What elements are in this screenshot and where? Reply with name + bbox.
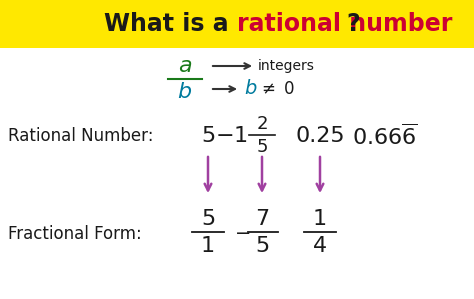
Text: ?: ? — [346, 12, 360, 36]
Text: $\neq$ 0: $\neq$ 0 — [258, 80, 295, 98]
Text: Rational Number:: Rational Number: — [8, 127, 154, 145]
Text: 1: 1 — [201, 236, 215, 256]
Text: $\mathit{b}$: $\mathit{b}$ — [244, 80, 257, 98]
Text: 5: 5 — [201, 209, 215, 229]
Text: 0.66$\overline{6}$: 0.66$\overline{6}$ — [352, 123, 418, 149]
Text: integers: integers — [258, 59, 315, 73]
Text: 1: 1 — [313, 209, 327, 229]
Text: 0.25: 0.25 — [295, 126, 345, 146]
Text: rational number: rational number — [237, 12, 452, 36]
Text: What is a: What is a — [104, 12, 237, 36]
Text: $-$: $-$ — [234, 222, 250, 242]
Text: 5: 5 — [255, 236, 269, 256]
Text: 5: 5 — [256, 138, 268, 156]
Text: 4: 4 — [313, 236, 327, 256]
Text: $\mathit{a}$: $\mathit{a}$ — [178, 56, 192, 76]
Text: 7: 7 — [255, 209, 269, 229]
Text: $-1$: $-1$ — [215, 126, 248, 146]
Text: $\mathit{b}$: $\mathit{b}$ — [177, 82, 192, 102]
Text: Fractional Form:: Fractional Form: — [8, 225, 142, 243]
FancyBboxPatch shape — [0, 0, 474, 48]
Text: 5: 5 — [201, 126, 215, 146]
Text: 2: 2 — [256, 115, 268, 133]
